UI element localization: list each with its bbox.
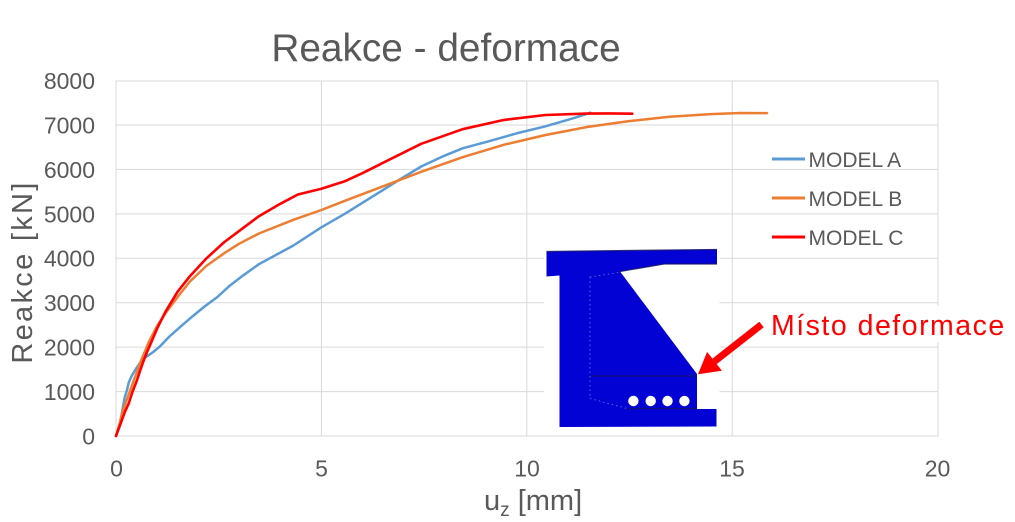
svg-text:2000: 2000 <box>44 335 95 361</box>
svg-text:3000: 3000 <box>44 290 95 316</box>
svg-text:5000: 5000 <box>44 201 95 227</box>
svg-text:MODEL C: MODEL C <box>809 227 904 250</box>
svg-text:6000: 6000 <box>44 157 95 183</box>
svg-text:8000: 8000 <box>44 68 95 94</box>
svg-text:uz [mm]: uz [mm] <box>484 485 582 521</box>
svg-text:10: 10 <box>514 456 540 482</box>
svg-text:20: 20 <box>925 456 951 482</box>
svg-text:5: 5 <box>315 456 328 482</box>
svg-text:Reakce [kN]: Reakce [kN] <box>7 180 39 363</box>
svg-text:15: 15 <box>719 456 745 482</box>
svg-text:0: 0 <box>110 456 123 482</box>
svg-text:Reakce - deformace: Reakce - deformace <box>271 27 620 70</box>
svg-text:4000: 4000 <box>44 246 95 272</box>
svg-text:Místo deformace: Místo deformace <box>771 310 1006 342</box>
svg-text:1000: 1000 <box>44 379 95 405</box>
svg-text:0: 0 <box>82 423 95 449</box>
svg-text:7000: 7000 <box>44 112 95 138</box>
svg-text:MODEL B: MODEL B <box>809 188 903 211</box>
svg-text:MODEL A: MODEL A <box>809 149 902 172</box>
